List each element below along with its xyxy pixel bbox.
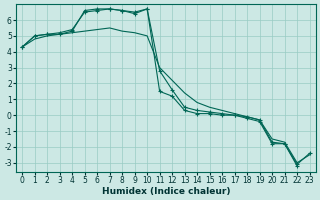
X-axis label: Humidex (Indice chaleur): Humidex (Indice chaleur)	[102, 187, 230, 196]
